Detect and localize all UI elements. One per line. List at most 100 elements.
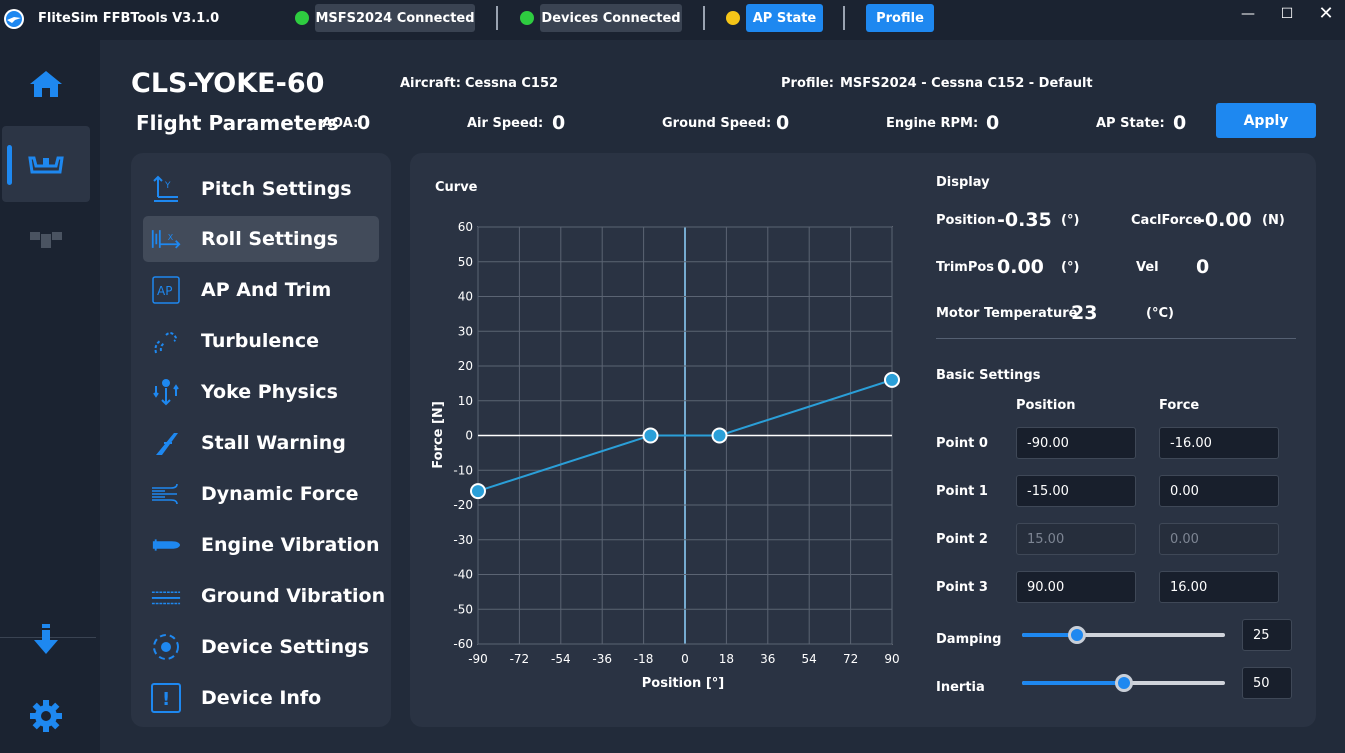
section-divider bbox=[936, 338, 1296, 339]
inertia-slider-knob[interactable] bbox=[1114, 674, 1133, 692]
menu-item-dynamic-force[interactable]: Dynamic Force bbox=[143, 471, 379, 517]
ap-state-dot bbox=[726, 11, 740, 25]
y-tick-label: -60 bbox=[453, 637, 473, 651]
settings-nav-button[interactable] bbox=[2, 678, 90, 753]
menu-item-ap-and-trim[interactable]: AP AP And Trim bbox=[143, 267, 379, 313]
x-tick-label: 54 bbox=[802, 652, 817, 666]
chart-y-label: Force [N] bbox=[431, 401, 446, 469]
divider bbox=[496, 6, 498, 30]
menu-item-roll-settings[interactable]: X Roll Settings bbox=[143, 216, 379, 262]
menu-item-turbulence[interactable]: Turbulence bbox=[143, 318, 379, 364]
home-nav-button[interactable] bbox=[2, 46, 90, 122]
position-unit: (°) bbox=[1061, 213, 1080, 228]
inertia-label: Inertia bbox=[936, 680, 985, 695]
x-tick-label: 72 bbox=[843, 652, 858, 666]
basic-settings-title: Basic Settings bbox=[936, 368, 1041, 383]
groundspeed-label: Ground Speed: bbox=[662, 116, 772, 131]
point-1-label: Point 1 bbox=[936, 484, 988, 499]
menu-item-yoke-physics[interactable]: Yoke Physics bbox=[143, 369, 379, 415]
x-tick-label: -72 bbox=[510, 652, 530, 666]
point-2-force-input: 0.00 bbox=[1159, 523, 1279, 555]
ap-icon: AP bbox=[151, 275, 181, 305]
apply-button[interactable]: Apply bbox=[1216, 103, 1316, 138]
motor-temperature-value: 23 bbox=[1071, 302, 1098, 324]
x-tick-label: -36 bbox=[592, 652, 612, 666]
motor-temperature-unit: (°C) bbox=[1146, 306, 1174, 321]
point-2-label: Point 2 bbox=[936, 532, 988, 547]
damping-slider-fill bbox=[1022, 633, 1077, 637]
svg-text:X: X bbox=[168, 233, 174, 242]
info-icon: ! bbox=[151, 683, 181, 713]
curve-point[interactable] bbox=[642, 427, 659, 444]
y-tick-label: -40 bbox=[453, 568, 473, 582]
menu-label: Ground Vibration bbox=[201, 585, 386, 607]
aircraft-label: Aircraft: bbox=[400, 76, 461, 91]
yoke-nav-button[interactable] bbox=[2, 126, 90, 202]
chart-title: Curve bbox=[435, 180, 478, 195]
point-0-force-input[interactable]: -16.00 bbox=[1159, 427, 1279, 459]
trimpos-unit: (°) bbox=[1061, 260, 1080, 275]
damping-value-input[interactable]: 25 bbox=[1242, 619, 1292, 651]
point-0-position-input[interactable]: -90.00 bbox=[1016, 427, 1136, 459]
menu-label: Turbulence bbox=[201, 330, 319, 352]
point-1-force-input[interactable]: 0.00 bbox=[1159, 475, 1279, 507]
download-nav-button[interactable] bbox=[2, 602, 90, 678]
force-column-header: Force bbox=[1159, 398, 1200, 413]
menu-label: AP And Trim bbox=[201, 279, 332, 301]
download-icon bbox=[34, 624, 58, 654]
home-icon bbox=[30, 71, 62, 97]
y-tick-label: 30 bbox=[458, 324, 473, 338]
profile-button[interactable]: Profile bbox=[866, 4, 934, 32]
curve-point[interactable] bbox=[884, 371, 900, 388]
app-logo-icon bbox=[4, 9, 24, 29]
menu-label: Yoke Physics bbox=[201, 381, 338, 403]
point-1-position-input[interactable]: -15.00 bbox=[1016, 475, 1136, 507]
msfs-status-dot bbox=[295, 11, 309, 25]
damping-slider-track[interactable] bbox=[1022, 633, 1225, 637]
force-curve-chart[interactable]: Curve -90 -72 -54 -36 -18 0 18 36 54 72 90 60 50 40 30… bbox=[410, 153, 910, 727]
trimpos-label: TrimPos bbox=[936, 260, 995, 275]
panel-nav-button[interactable] bbox=[2, 202, 90, 278]
trimpos-value: 0.00 bbox=[997, 256, 1044, 278]
menu-item-stall-warning[interactable]: Stall Warning bbox=[143, 420, 379, 466]
title-bar: FliteSim FFBTools V3.1.0 MSFS2024 Connec… bbox=[0, 0, 1345, 40]
gear-icon bbox=[30, 700, 62, 732]
point-3-position-input[interactable]: 90.00 bbox=[1016, 571, 1136, 603]
divider bbox=[703, 6, 705, 30]
close-button[interactable]: ✕ bbox=[1318, 3, 1334, 24]
chart-x-label: Position [°] bbox=[642, 676, 724, 691]
point-3-force-input[interactable]: 16.00 bbox=[1159, 571, 1279, 603]
y-tick-label: 60 bbox=[458, 220, 473, 234]
engine-rpm-label: Engine RPM: bbox=[886, 116, 979, 131]
ap-state-label: AP State: bbox=[1096, 116, 1165, 131]
damping-slider-knob[interactable] bbox=[1067, 626, 1086, 644]
stall-warning-icon bbox=[151, 428, 181, 458]
aoa-value: 0 bbox=[357, 112, 371, 134]
svg-text:Y: Y bbox=[164, 181, 171, 191]
menu-item-engine-vibration[interactable]: Engine Vibration bbox=[143, 522, 380, 568]
y-tick-label: -30 bbox=[453, 533, 473, 547]
devices-status-dot bbox=[520, 11, 534, 25]
menu-item-device-info[interactable]: ! Device Info bbox=[143, 675, 379, 721]
ap-state-button[interactable]: AP State bbox=[746, 4, 823, 32]
curve-point[interactable] bbox=[470, 483, 486, 500]
roll-axis-icon: X bbox=[151, 224, 181, 254]
maximize-button[interactable]: ☐ bbox=[1280, 6, 1294, 22]
y-tick-label: 40 bbox=[458, 290, 473, 304]
menu-item-pitch-settings[interactable]: Y Pitch Settings bbox=[143, 166, 379, 212]
pitch-axis-icon: Y bbox=[151, 174, 181, 204]
x-tick-label: 90 bbox=[884, 652, 899, 666]
inertia-value-input[interactable]: 50 bbox=[1242, 667, 1292, 699]
menu-item-device-settings[interactable]: Device Settings bbox=[143, 624, 379, 670]
minimize-button[interactable]: — bbox=[1241, 6, 1255, 22]
position-label: Position bbox=[936, 213, 996, 228]
y-tick-label: 0 bbox=[465, 429, 473, 443]
position-value: -0.35 bbox=[997, 209, 1052, 231]
curve-point[interactable] bbox=[711, 427, 728, 444]
x-tick-label: 0 bbox=[681, 652, 689, 666]
menu-item-ground-vibration[interactable]: Ground Vibration bbox=[143, 573, 385, 619]
caclforce-value: -0.00 bbox=[1197, 209, 1252, 231]
engine-icon bbox=[151, 530, 181, 560]
aoa-label: AOA: bbox=[322, 116, 359, 131]
engine-rpm-value: 0 bbox=[986, 112, 1000, 134]
